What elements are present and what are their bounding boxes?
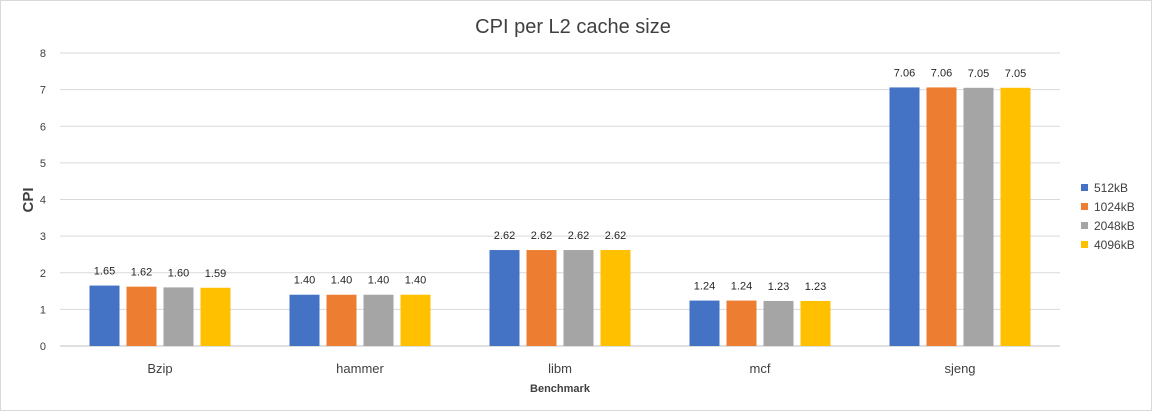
data-label: 1.40 (294, 275, 315, 287)
data-label: 7.05 (968, 68, 989, 80)
bar-mcf-1024kb (726, 300, 757, 346)
data-label: 2.62 (605, 230, 626, 242)
bar-mcf-4096kb (800, 300, 831, 346)
y-axis-ticks: 0 1 2 3 4 5 6 7 8 (40, 48, 46, 353)
x-category-label: hammer (336, 361, 384, 376)
data-label: 1.59 (205, 268, 226, 280)
data-label: 1.40 (368, 275, 389, 287)
x-axis-categories: Bzip hammer libm mcf sjeng (147, 361, 975, 376)
x-axis-title: Benchmark (530, 383, 591, 395)
bar-hammer-1024kb (326, 294, 357, 346)
data-label: 1.23 (768, 281, 789, 293)
y-tick-label: 5 (40, 158, 46, 170)
y-tick-label: 2 (40, 268, 46, 280)
bar-sjeng-1024kb (926, 87, 957, 347)
data-label: 2.62 (531, 230, 552, 242)
legend-swatch (1081, 222, 1088, 229)
bar-libm-512kb (489, 250, 520, 346)
chart-title: CPI per L2 cache size (475, 16, 671, 38)
bar-bzip-1024kb (126, 286, 157, 346)
legend-label: 4096kB (1094, 238, 1135, 252)
bars (89, 87, 1031, 347)
y-tick-label: 6 (40, 121, 46, 133)
bar-hammer-2048kb (363, 294, 394, 346)
data-label: 1.23 (805, 281, 826, 293)
bar-mcf-512kb (689, 300, 720, 346)
data-label: 1.62 (131, 267, 152, 279)
y-tick-label: 1 (40, 304, 46, 316)
data-label: 2.62 (568, 230, 589, 242)
data-label: 7.06 (894, 67, 915, 79)
y-tick-label: 7 (40, 85, 46, 97)
bar-sjeng-4096kb (1000, 87, 1031, 346)
bar-bzip-2048kb (163, 287, 194, 346)
x-category-label: libm (548, 361, 572, 376)
legend: 512kB 1024kB 2048kB 4096kB (1081, 181, 1135, 252)
y-tick-label: 0 (40, 341, 46, 353)
y-tick-label: 3 (40, 231, 46, 243)
data-label: 1.24 (694, 281, 715, 293)
legend-label: 2048kB (1094, 219, 1135, 233)
legend-label: 1024kB (1094, 200, 1135, 214)
data-labels: 1.65 1.62 1.60 1.59 1.40 1.40 1.40 1.40 2.62 2.62… (94, 67, 1026, 293)
data-label: 7.06 (931, 67, 952, 79)
y-axis-title: CPI (20, 187, 37, 212)
data-label: 1.24 (731, 281, 752, 293)
bar-sjeng-512kb (889, 87, 920, 347)
legend-swatch (1081, 184, 1088, 191)
legend-swatch (1081, 241, 1088, 248)
bar-sjeng-2048kb (963, 87, 994, 346)
bar-hammer-512kb (289, 294, 320, 346)
x-category-label: sjeng (944, 361, 975, 376)
y-tick-label: 4 (40, 195, 46, 207)
bar-bzip-4096kb (200, 287, 231, 346)
bar-libm-1024kb (526, 250, 557, 346)
data-label: 1.60 (168, 267, 189, 279)
data-label: 1.40 (331, 275, 352, 287)
x-category-label: Bzip (147, 361, 172, 376)
x-category-label: mcf (750, 361, 771, 376)
legend-label: 512kB (1094, 181, 1128, 195)
data-label: 1.40 (405, 275, 426, 287)
bar-bzip-512kb (89, 285, 120, 346)
y-tick-label: 8 (40, 48, 46, 60)
data-label: 2.62 (494, 230, 515, 242)
data-label: 7.05 (1005, 68, 1026, 80)
data-label: 1.65 (94, 266, 115, 278)
legend-swatch (1081, 203, 1088, 210)
bar-hammer-4096kb (400, 294, 431, 346)
bar-libm-2048kb (563, 250, 594, 346)
bar-libm-4096kb (600, 250, 631, 346)
bar-mcf-2048kb (763, 300, 794, 346)
